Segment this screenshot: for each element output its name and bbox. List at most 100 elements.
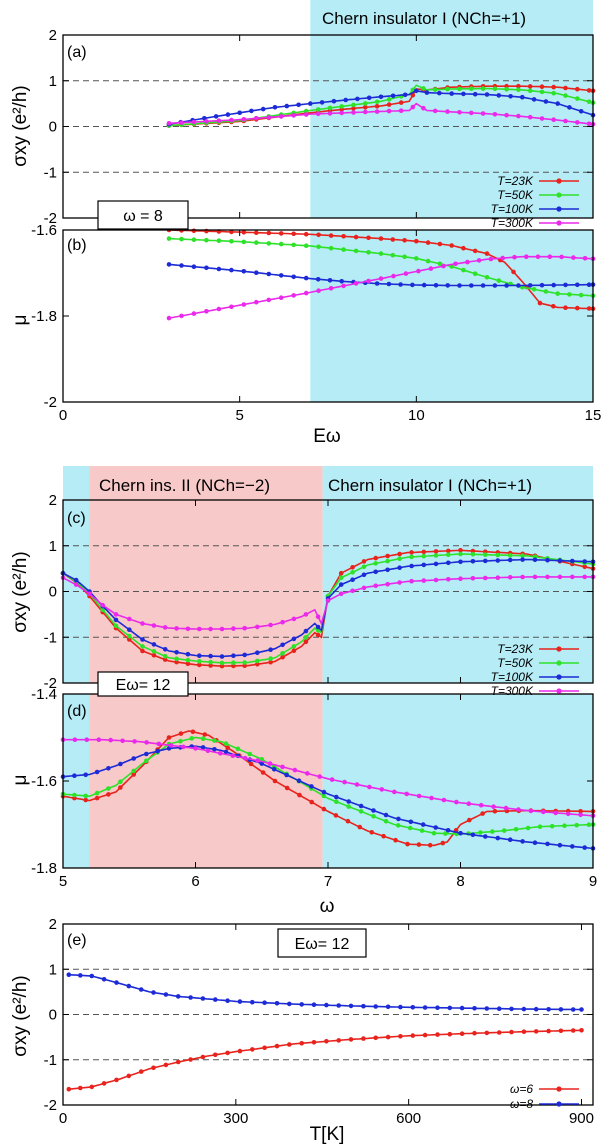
series-point-c-0 [582, 564, 587, 570]
series-point-b-0 [575, 305, 580, 311]
series-point-d-3 [578, 812, 583, 818]
series-point-b-2 [527, 283, 533, 288]
series-point-c-3 [185, 626, 191, 632]
series-point-a-3 [278, 114, 284, 119]
series-line-c-3 [62, 576, 593, 630]
series-point-c-3 [570, 574, 575, 580]
series-point-a-3 [457, 110, 462, 115]
xtick-label-e-2: 600 [396, 1110, 421, 1127]
series-point-a-0 [374, 104, 380, 109]
series-point-b-3 [341, 283, 346, 289]
series-point-a-3 [398, 108, 404, 113]
series-point-c-1 [303, 635, 309, 640]
series-point-e-1 [262, 1000, 267, 1005]
series-point-a-1 [363, 101, 368, 106]
series-point-a-1 [504, 87, 509, 92]
series-point-c-1 [219, 660, 225, 666]
series-point-b-2 [315, 277, 321, 282]
series-point-d-3 [144, 740, 149, 745]
series-point-d-1 [525, 825, 531, 831]
series-point-b-0 [229, 229, 234, 235]
series-point-a-0 [386, 102, 392, 107]
series-point-d-1 [574, 822, 579, 828]
legend-c-t100: T=100K [491, 670, 534, 684]
series-point-b-0 [586, 306, 592, 311]
series-point-c-1 [338, 575, 344, 581]
series-point-a-3 [504, 112, 509, 118]
series-point-c-2 [315, 624, 321, 630]
series-point-c-3 [231, 626, 236, 631]
series-point-d-2 [582, 845, 587, 850]
series-point-d-1 [537, 824, 543, 829]
series-point-c-3 [113, 612, 119, 617]
series-point-a-1 [539, 89, 545, 95]
series-point-b-2 [398, 282, 403, 287]
series-point-c-3 [409, 578, 414, 584]
series-point-a-2 [343, 97, 349, 103]
series-point-e-1 [188, 995, 193, 1000]
series-point-a-1 [315, 107, 321, 112]
series-point-d-0 [297, 792, 302, 798]
series-point-d-1 [407, 825, 413, 831]
series-point-b-3 [559, 254, 564, 260]
series-point-c-2 [219, 654, 225, 659]
series-point-c-3 [458, 576, 463, 581]
series-point-a-3 [374, 109, 380, 114]
series-point-b-3 [166, 315, 172, 321]
ytick-label-d-0: -1.8 [31, 860, 57, 877]
series-point-e-0 [570, 1028, 576, 1033]
series-point-d-2 [223, 749, 229, 755]
series-point-b-0 [316, 232, 321, 238]
panel-label-d: (d) [67, 703, 87, 720]
series-point-b-1 [303, 243, 309, 248]
legend-e-mark-1-dot [556, 1101, 562, 1107]
series-point-d-2 [321, 789, 327, 795]
series-point-d-2 [445, 828, 451, 833]
series-point-b-3 [488, 256, 494, 262]
ytick-label-c-2: 0 [49, 584, 57, 601]
series-point-c-2 [162, 647, 168, 652]
series-point-e-1 [66, 972, 72, 977]
series-point-b-3 [500, 255, 506, 261]
series-point-c-0 [397, 551, 402, 557]
panel-label-a: (a) [67, 44, 87, 61]
series-point-c-0 [458, 548, 463, 553]
series-point-b-0 [341, 234, 346, 239]
series-point-a-3 [551, 117, 556, 122]
series-point-d-2 [212, 747, 217, 752]
series-point-e-0 [126, 1073, 132, 1079]
series-point-a-3 [315, 111, 321, 117]
series-point-a-3 [351, 110, 356, 115]
ytick-label-d-2: -1.4 [31, 686, 57, 703]
series-point-a-1 [351, 102, 356, 108]
series-point-b-3 [316, 288, 321, 294]
series-point-c-0 [242, 663, 247, 668]
series-point-b-1 [414, 256, 419, 261]
series-point-d-1 [94, 790, 100, 796]
ytick-label-b-0: -2 [44, 394, 57, 411]
series-point-b-2 [457, 283, 462, 288]
series-point-e-0 [459, 1031, 465, 1036]
series-point-d-3 [441, 797, 447, 803]
series-point-a-3 [539, 116, 545, 121]
shaded-region-c-2 [322, 466, 593, 683]
series-point-b-1 [555, 291, 560, 296]
series-point-c-3 [520, 574, 525, 580]
series-point-c-0 [303, 639, 309, 645]
xtick-label-b-3: 15 [585, 407, 602, 424]
series-point-c-1 [520, 553, 525, 558]
series-point-b-1 [316, 244, 321, 250]
series-point-c-3 [338, 591, 344, 597]
series-point-c-0 [185, 661, 191, 666]
series-point-d-0 [480, 811, 485, 816]
panel-label-c: (c) [67, 510, 86, 527]
series-point-d-3 [466, 801, 472, 806]
series-point-e-0 [521, 1029, 527, 1034]
series-point-c-3 [361, 585, 367, 591]
series-point-c-2 [458, 559, 463, 565]
series-point-a-2 [449, 91, 455, 96]
series-point-a-3 [492, 112, 498, 117]
xlabel-d: ω [320, 896, 335, 917]
series-point-d-1 [178, 738, 183, 744]
series-point-b-1 [166, 236, 172, 241]
